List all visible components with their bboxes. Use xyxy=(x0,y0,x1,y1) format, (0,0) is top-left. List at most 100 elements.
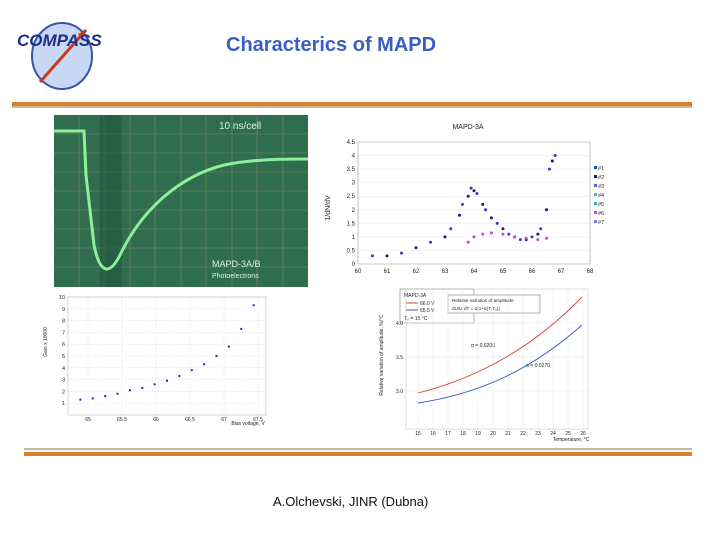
chart3-formula-title: Relative variation of amplitude xyxy=(452,298,514,303)
chart3-series-line xyxy=(417,324,583,404)
scope-trace xyxy=(54,129,308,271)
chart1-point xyxy=(466,194,470,198)
chart2-point xyxy=(203,363,206,366)
chart1-ytick: 1.5 xyxy=(347,221,356,227)
chart2-ytick: 2 xyxy=(62,389,65,395)
chart1-legend-marker xyxy=(594,202,597,205)
chart1-point xyxy=(466,240,470,244)
chart1-xtick: 61 xyxy=(384,269,391,275)
chart3-ytick: 3.0 xyxy=(396,389,403,395)
chart2-point xyxy=(166,379,168,382)
bottom-divider-shadow xyxy=(24,448,692,450)
chart2-ytick: 8 xyxy=(62,319,65,325)
chart2-ytick: 7 xyxy=(62,330,65,336)
chart1-legend-item: #4 xyxy=(598,193,604,199)
chart1-point xyxy=(518,238,522,242)
chart2-point xyxy=(240,327,243,330)
chart3-temp: T₀ = 15 °C xyxy=(404,316,428,322)
chart1-point xyxy=(495,221,499,225)
chart1-point xyxy=(469,186,473,190)
chart1-point xyxy=(484,208,488,212)
page-title: Characterics of MAPD xyxy=(226,34,437,56)
scope-bottom-label-1: MAPD-3A/B xyxy=(212,259,261,269)
chart1-xtick: 68 xyxy=(587,269,594,275)
chart3-series-line xyxy=(417,296,583,394)
chart2-point xyxy=(116,392,119,395)
chart1-point xyxy=(501,227,505,231)
top-divider-shadow xyxy=(12,106,692,108)
chart3-xtick: 25 xyxy=(565,431,571,437)
chart2-xtick: 67.5 xyxy=(253,417,263,423)
chart1-legend-marker xyxy=(594,166,597,169)
chart1-point xyxy=(458,213,461,217)
chart2-xtick: 65 xyxy=(85,417,91,423)
chart2-point xyxy=(104,395,107,398)
chart2-xtick: 66.5 xyxy=(185,417,195,423)
bottom-divider xyxy=(24,452,692,456)
chart1-legend-item: #5 xyxy=(598,202,604,208)
chart1-point xyxy=(400,251,403,255)
chart3-xtick: 26 xyxy=(580,431,586,437)
chart1-ytick: 2 xyxy=(352,208,356,214)
chart1-point xyxy=(489,231,493,235)
chart1-point xyxy=(513,235,517,239)
scope-bottom-label-2: Photoelectrons xyxy=(212,273,259,280)
chart2-point xyxy=(79,398,82,401)
chart1-point xyxy=(414,246,418,250)
chart2-ytick: 3 xyxy=(62,378,65,384)
chart1-legend-marker xyxy=(594,193,597,196)
chart1-point xyxy=(429,240,432,244)
chart3-v1: 66.0 V xyxy=(420,301,435,307)
chart2-point xyxy=(153,383,156,386)
chart1-ytick: 0 xyxy=(352,262,356,268)
chart1-ytick: 2.5 xyxy=(347,194,356,200)
chart1-ytick: 4.5 xyxy=(347,140,356,146)
chart1-legend-marker xyxy=(594,184,597,187)
chart2-xlabel: Bias voltage, V xyxy=(231,421,265,427)
chart1-point xyxy=(472,189,476,193)
chart2-ylabel: Gain x 10000 xyxy=(43,327,49,357)
chart2-ytick: 4 xyxy=(62,366,65,372)
temperature-chart: Relative variation of amplitude, %/°C Te… xyxy=(376,285,602,446)
footer-author: A.Olchevski, JINR (Dubna) xyxy=(273,494,429,509)
chart1-point xyxy=(501,232,505,236)
chart1-point xyxy=(472,235,476,239)
chart1-xtick: 66 xyxy=(529,269,536,275)
chart1-ytick: 1 xyxy=(352,235,356,241)
chart2-xtick: 66 xyxy=(153,417,159,423)
chart3-xtick: 17 xyxy=(445,431,451,437)
chart1-point xyxy=(475,192,479,196)
chart1-point xyxy=(550,159,554,163)
chart3-xtick: 15 xyxy=(415,431,421,437)
chart1-legend-item: #6 xyxy=(598,211,604,217)
chart1-title: MAPD-3A xyxy=(452,124,483,131)
chart1-legend-item: #3 xyxy=(598,184,604,190)
logo-text: COMPASS xyxy=(17,31,102,50)
compass-logo: COMPASS xyxy=(17,22,102,90)
chart1-point xyxy=(385,254,389,258)
chart1-ytick: 0.5 xyxy=(347,248,356,254)
chart3-xtick: 21 xyxy=(505,431,511,437)
oscilloscope-image: 10 ns/cell MAPD-3A/B Photoelectrons xyxy=(54,115,308,287)
chart2-point xyxy=(252,304,255,307)
chart3-box-title: MAPD-3A xyxy=(404,293,427,299)
chart2-point xyxy=(91,397,94,400)
chart3-xlabel: Temperature, °C xyxy=(553,437,590,443)
chart1-legend-item: #7 xyxy=(598,220,604,226)
chart2-ytick: 5 xyxy=(62,354,65,360)
chart1-ytick: 4 xyxy=(352,154,356,160)
chart1-point xyxy=(536,238,540,242)
chart3-xtick: 22 xyxy=(520,431,526,437)
chart1-point xyxy=(545,236,548,240)
chart1-legend-item: #2 xyxy=(598,175,604,181)
chart3-alpha1: α = 0.0206 xyxy=(471,343,495,349)
chart2-xtick: 65.5 xyxy=(117,417,127,423)
chart1-point xyxy=(545,208,548,212)
chart1-point xyxy=(524,236,528,240)
chart3-plot-frame xyxy=(405,288,589,430)
chart2-ytick: 6 xyxy=(62,342,65,348)
chart1-point xyxy=(507,232,511,236)
chart3-ytick: 4.0 xyxy=(396,321,403,327)
chart1-legend-marker xyxy=(594,220,597,223)
chart3-xtick: 23 xyxy=(535,431,541,437)
